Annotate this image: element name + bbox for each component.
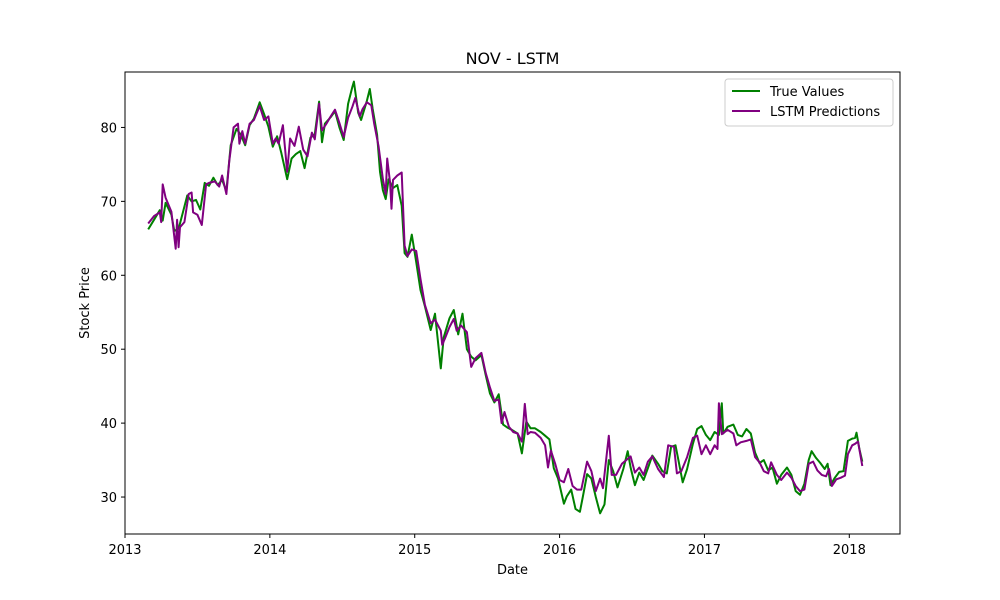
plot-lines [147,80,864,515]
x-tick-label: 2015 [398,543,431,558]
legend-label-lstm-predictions: LSTM Predictions [770,105,880,120]
y-tick-label: 70 [100,195,117,210]
x-axis-label: Date [497,563,528,578]
chart-title: NOV - LSTM [466,49,560,68]
x-tick-label: 2017 [688,543,721,558]
x-tick-label: 2013 [108,543,141,558]
legend: True Values LSTM Predictions [724,78,894,127]
y-axis-label: Stock Price [78,267,93,339]
y-tick-label: 50 [100,343,117,358]
legend-box [724,78,894,127]
legend-label-true-values: True Values [769,85,844,100]
series-line-true-values [147,80,864,515]
x-tick-label: 2016 [543,543,576,558]
y-axis: 30 40 50 60 70 80 [100,121,125,506]
x-axis: 2013 2014 2015 2016 2017 2018 [108,534,866,558]
series-line-lstm-predictions [147,96,864,493]
y-tick-label: 80 [100,121,117,136]
y-tick-label: 60 [100,269,117,284]
x-tick-label: 2018 [833,543,866,558]
x-tick-label: 2014 [253,543,286,558]
plot-frame [124,71,901,535]
y-tick-label: 40 [100,417,117,432]
y-tick-label: 30 [100,491,117,506]
